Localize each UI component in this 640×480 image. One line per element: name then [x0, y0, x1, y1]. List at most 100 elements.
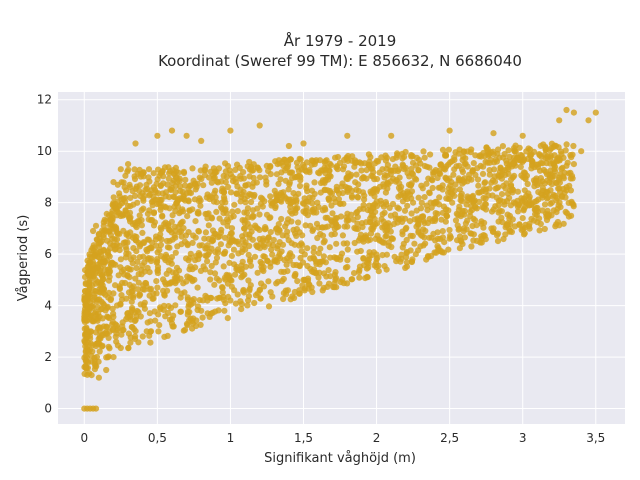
scatter-point — [157, 241, 164, 249]
scatter-point — [301, 164, 308, 171]
scatter-point — [424, 207, 431, 214]
scatter-point — [257, 200, 264, 207]
scatter-point — [361, 192, 368, 199]
scatter-point — [202, 229, 209, 236]
scatter-point — [219, 284, 226, 291]
scatter-point — [445, 146, 452, 153]
scatter-point — [256, 174, 264, 181]
scatter-point — [562, 147, 569, 154]
scatter-point — [147, 339, 154, 346]
y-tick-label: 12 — [37, 93, 52, 107]
scatter-point — [238, 301, 245, 308]
scatter-point — [263, 162, 270, 169]
scatter-point — [112, 333, 119, 340]
scatter-point — [362, 275, 369, 282]
scatter-point — [381, 223, 388, 230]
scatter-point — [299, 259, 307, 266]
scatter-point — [132, 222, 139, 229]
scatter-point — [443, 212, 450, 219]
scatter-point — [498, 214, 505, 221]
scatter-point — [554, 205, 561, 212]
scatter-point — [362, 234, 370, 241]
scatter-point — [289, 169, 296, 176]
scatter-point — [447, 182, 454, 189]
scatter-point — [367, 230, 375, 237]
scatter-point — [522, 176, 529, 183]
scatter-point — [146, 310, 153, 317]
scatter-point — [437, 161, 444, 168]
scatter-point — [585, 117, 592, 124]
scatter-point — [161, 292, 168, 299]
scatter-point — [492, 156, 499, 163]
scatter-point — [421, 194, 428, 201]
scatter-point — [119, 279, 126, 286]
scatter-point — [125, 161, 132, 168]
scatter-point — [93, 312, 100, 319]
scatter-point — [266, 215, 273, 222]
scatter-point — [242, 199, 249, 206]
scatter-point — [82, 274, 89, 281]
scatter-point — [202, 167, 209, 174]
x-tick-label: 1 — [227, 431, 235, 445]
scatter-point — [88, 372, 95, 379]
scatter-point — [461, 175, 468, 182]
scatter-point — [172, 249, 179, 256]
scatter-point — [275, 221, 282, 228]
scatter-point — [195, 303, 202, 310]
scatter-point — [281, 193, 288, 200]
scatter-point — [251, 253, 259, 260]
scatter-point — [181, 197, 189, 204]
scatter-point — [518, 195, 525, 202]
scatter-point — [140, 205, 147, 212]
scatter-point — [280, 268, 287, 276]
scatter-point — [169, 212, 176, 219]
scatter-point — [212, 259, 219, 266]
scatter-point — [502, 185, 509, 192]
scatter-point — [403, 196, 411, 203]
scatter-point — [531, 183, 538, 190]
scatter-point — [569, 151, 576, 158]
scatter-point — [446, 127, 453, 134]
scatter-point — [167, 257, 174, 264]
scatter-point — [145, 216, 152, 223]
scatter-point — [526, 202, 533, 209]
scatter-point — [309, 227, 316, 234]
scatter-point — [182, 176, 189, 183]
scatter-point — [380, 181, 387, 188]
scatter-point — [195, 250, 202, 257]
scatter-point — [477, 239, 484, 246]
scatter-point — [82, 281, 89, 288]
scatter-point — [98, 251, 105, 258]
scatter-point — [344, 223, 351, 230]
scatter-point — [351, 239, 358, 247]
scatter-point — [567, 187, 575, 194]
scatter-point — [237, 198, 244, 205]
scatter-point — [339, 276, 346, 283]
scatter-point — [220, 296, 227, 304]
scatter-point — [420, 226, 427, 233]
scatter-point — [229, 208, 236, 215]
scatter-point — [556, 179, 564, 186]
scatter-point — [85, 359, 92, 366]
scatter-point — [183, 132, 190, 139]
scatter-point — [276, 227, 283, 234]
scatter-point — [134, 258, 141, 265]
scatter-point — [285, 237, 292, 244]
scatter-point — [444, 177, 451, 184]
scatter-point — [182, 232, 189, 239]
scatter-point — [216, 277, 223, 284]
scatter-point — [180, 280, 187, 287]
scatter-point — [452, 149, 459, 156]
scatter-point — [300, 276, 307, 283]
scatter-point — [423, 180, 430, 187]
scatter-point — [399, 228, 406, 235]
x-tick-label: 3,5 — [586, 431, 605, 445]
scatter-point — [274, 259, 281, 266]
scatter-point — [509, 189, 516, 196]
scatter-point — [81, 293, 88, 300]
scatter-point — [408, 165, 415, 172]
scatter-point — [529, 161, 536, 168]
scatter-point — [536, 227, 543, 234]
scatter-point — [154, 201, 161, 208]
scatter-point — [467, 208, 474, 215]
